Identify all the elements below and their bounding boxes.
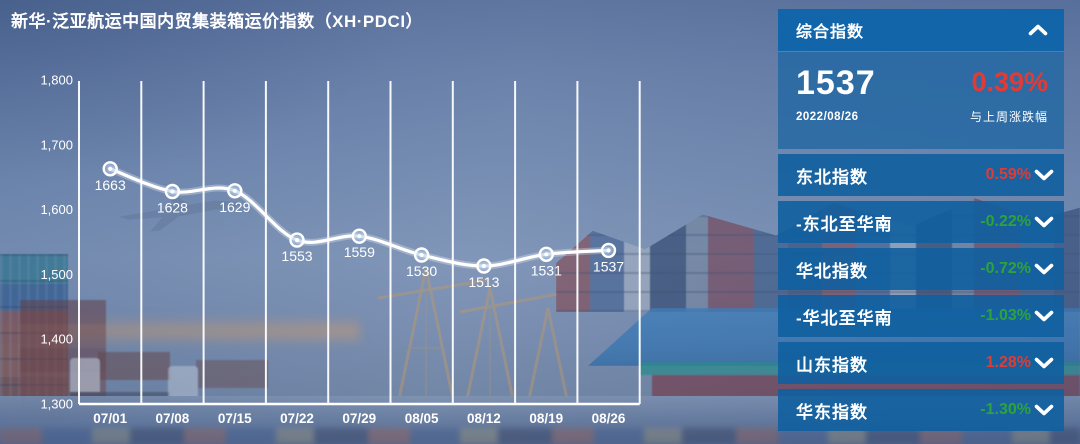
row-label: -华北至华南 (796, 308, 893, 328)
row-change: -1.03% (980, 307, 1031, 324)
svg-text:1629: 1629 (219, 199, 250, 215)
row-label: 东北指数 (796, 167, 868, 187)
composite-index-date: 2022/08/26 (796, 110, 859, 123)
row-label: 华北指数 (796, 261, 868, 281)
pdci-line-chart: 1,300 1,400 1,500 1,600 1,700 1,800 07/01 07/08… (40, 73, 641, 426)
svg-text:08/12: 08/12 (467, 411, 501, 426)
port-cranes-silhouette (377, 267, 570, 404)
chevron-down-icon[interactable] (1034, 263, 1054, 275)
row-label: 山东指数 (796, 355, 868, 375)
svg-text:07/29: 07/29 (342, 411, 376, 426)
svg-text:1,500: 1,500 (40, 267, 73, 282)
row-label: 华东指数 (796, 402, 868, 422)
index-panel: 综合指数 1537 2022/08/26 0.39% 与上周涨跌幅 东北指数 0… (778, 9, 1064, 431)
svg-text:08/26: 08/26 (592, 411, 626, 426)
dock-reflections (0, 428, 1080, 444)
chevron-down-icon[interactable] (1034, 404, 1054, 416)
row-label: -东北至华南 (796, 214, 893, 234)
index-row-east[interactable]: 华东指数 -1.30% (778, 389, 1064, 431)
chevron-down-icon[interactable] (1034, 169, 1054, 181)
svg-text:07/22: 07/22 (280, 411, 314, 426)
svg-text:1628: 1628 (157, 200, 188, 216)
chevron-down-icon[interactable] (1034, 310, 1054, 322)
svg-text:1530: 1530 (406, 263, 437, 279)
composite-index-header[interactable]: 综合指数 (778, 9, 1064, 51)
index-row-shandong[interactable]: 山东指数 1.28% (778, 342, 1064, 384)
svg-text:1559: 1559 (344, 244, 375, 260)
svg-text:07/08: 07/08 (156, 411, 190, 426)
svg-text:1,600: 1,600 (40, 202, 73, 217)
svg-text:1,400: 1,400 (40, 332, 73, 347)
composite-index-label: 综合指数 (796, 24, 865, 41)
svg-text:1663: 1663 (95, 177, 126, 193)
svg-text:07/01: 07/01 (93, 411, 127, 426)
composite-index-value: 1537 (796, 64, 876, 102)
index-row-north[interactable]: 华北指数 -0.72% (778, 248, 1064, 290)
page-title: 新华·泛亚航运中国内贸集装箱运价指数（XH·PDCI） (11, 12, 424, 31)
svg-text:1531: 1531 (531, 262, 562, 278)
svg-text:1553: 1553 (281, 248, 312, 264)
svg-text:08/05: 08/05 (405, 411, 439, 426)
index-row-northeast[interactable]: 东北指数 0.59% (778, 154, 1064, 196)
change-vs-last-week-caption: 与上周涨跌幅 (969, 109, 1048, 124)
row-change: -0.22% (980, 213, 1031, 230)
svg-text:08/19: 08/19 (529, 411, 563, 426)
row-change: 1.28% (985, 354, 1031, 371)
chevron-down-icon[interactable] (1034, 357, 1054, 369)
svg-text:1,700: 1,700 (40, 137, 73, 152)
svg-text:1537: 1537 (593, 258, 624, 274)
route-row-north-to-south[interactable]: -华北至华南 -1.03% (778, 295, 1064, 337)
svg-text:1,300: 1,300 (40, 397, 73, 412)
row-change: 0.59% (985, 166, 1031, 183)
composite-index-summary: 1537 2022/08/26 0.39% 与上周涨跌幅 (778, 52, 1064, 149)
svg-text:1,800: 1,800 (40, 73, 73, 88)
row-change: -0.72% (980, 260, 1031, 277)
composite-index-change: 0.39% (971, 67, 1048, 97)
chevron-down-icon[interactable] (1034, 216, 1054, 228)
row-change: -1.30% (980, 401, 1031, 418)
svg-text:1513: 1513 (468, 274, 499, 290)
chevron-up-icon[interactable] (1028, 24, 1048, 36)
svg-text:07/15: 07/15 (218, 411, 252, 426)
route-row-northeast-to-south[interactable]: -东北至华南 -0.22% (778, 201, 1064, 243)
